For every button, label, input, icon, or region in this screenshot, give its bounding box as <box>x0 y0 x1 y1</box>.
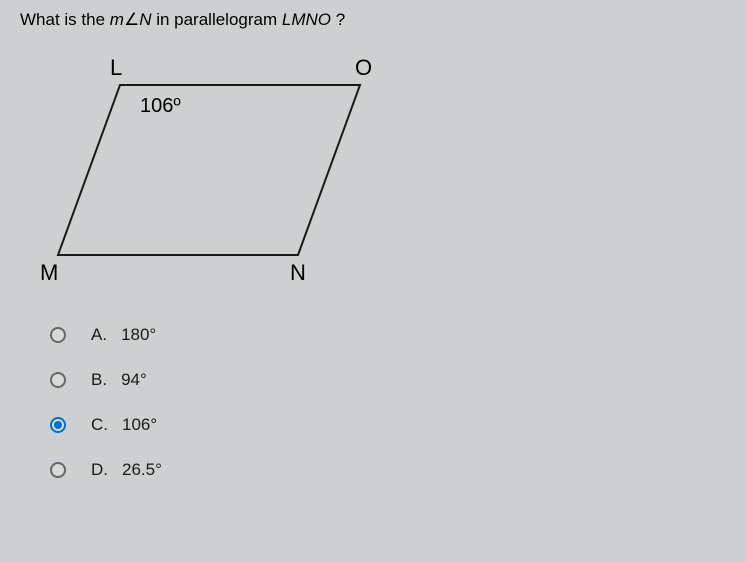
diagram: L O M N 106º <box>40 55 440 305</box>
question-shape: LMNO <box>282 10 331 29</box>
radio-A[interactable] <box>50 327 66 343</box>
radio-B[interactable] <box>50 372 66 388</box>
question-text: What is the m∠N in parallelogram LMNO ? <box>20 10 726 30</box>
radio-D[interactable] <box>50 462 66 478</box>
question-n: N <box>139 10 151 29</box>
choice-value-A: 180° <box>121 325 156 345</box>
angle-value: 106º <box>140 95 181 118</box>
parallelogram-svg <box>40 55 440 305</box>
question-suffix: ? <box>331 10 345 29</box>
choice-letter-D: D. <box>91 460 108 480</box>
radio-C[interactable] <box>50 417 66 433</box>
vertex-N: N <box>290 260 306 286</box>
choice-A[interactable]: A. 180° <box>50 325 726 345</box>
answer-choices: A. 180° B. 94° C. 106° D. 26.5° <box>50 325 726 480</box>
question-mid: in parallelogram <box>151 10 281 29</box>
question-prefix: What is the <box>20 10 110 29</box>
vertex-O: O <box>355 55 372 81</box>
choice-value-B: 94° <box>121 370 147 390</box>
parallelogram-shape <box>58 85 360 255</box>
vertex-L: L <box>110 55 122 81</box>
choice-D[interactable]: D. 26.5° <box>50 460 726 480</box>
choice-letter-A: A. <box>91 325 107 345</box>
angle-symbol: ∠ <box>124 10 139 29</box>
choice-value-D: 26.5° <box>122 460 162 480</box>
choice-C[interactable]: C. 106° <box>50 415 726 435</box>
choice-B[interactable]: B. 94° <box>50 370 726 390</box>
vertex-M: M <box>40 260 58 286</box>
question-m: m <box>110 10 124 29</box>
choice-letter-C: C. <box>91 415 108 435</box>
choice-letter-B: B. <box>91 370 107 390</box>
choice-value-C: 106° <box>122 415 157 435</box>
